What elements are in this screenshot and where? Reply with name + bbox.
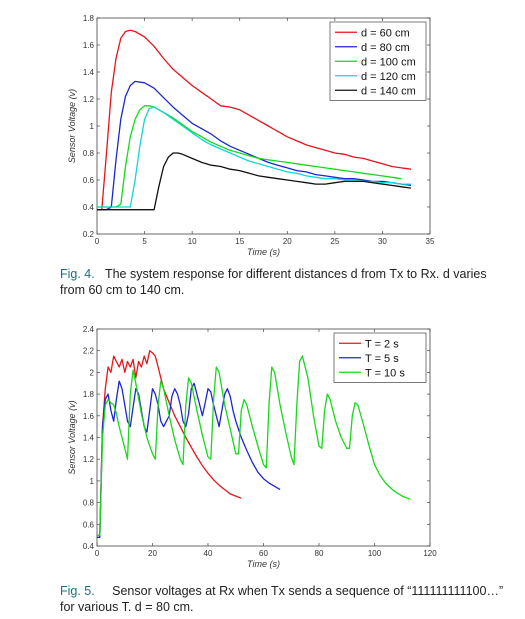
fig4-series-line-3 — [97, 105, 402, 208]
fig5-y-tick-label: 2.4 — [83, 325, 95, 334]
fig5-x-tick-label: 20 — [148, 549, 157, 558]
fig5-x-tick-label: 100 — [368, 549, 382, 558]
chart-fig5: 0 20 40 60 80 100 120 0.4 0.6 0.8 1 1.2 1.4 1.6 1.8 2 2.… — [67, 325, 437, 569]
fig5-x-tick-label: 60 — [259, 549, 268, 558]
caption-fig5-number: Fig. 5. — [60, 584, 95, 598]
fig4-series-line-4 — [97, 106, 411, 208]
fig5-y-tick-label: 1.2 — [83, 455, 95, 464]
fig4-legend-label-3: d = 100 cm — [361, 56, 416, 68]
fig5-legend-label-3: T = 10 s — [365, 367, 405, 379]
fig5-y-tick-label: 0.4 — [83, 542, 95, 551]
fig4-series-line-5 — [97, 152, 412, 211]
chart-fig4: 0 5 10 15 20 25 30 35 0.2 0.4 0.6 0.8 1 1.2 1.4 1.6 1.8 T… — [67, 14, 435, 257]
caption-fig4-number: Fig. 4. — [60, 267, 95, 281]
fig5-y-tick-label: 1.6 — [83, 412, 95, 421]
fig5-series-line-3 — [97, 355, 411, 536]
fig4-x-tick-label: 25 — [330, 237, 339, 246]
caption-fig4-text: The system response for different distan… — [60, 267, 487, 297]
fig4-x-tick-label: 0 — [95, 237, 100, 246]
fig4-legend-label-4: d = 120 cm — [361, 71, 416, 83]
fig4-series-line-2 — [97, 80, 412, 211]
fig4-y-axis-label: Sensor Voltage (v) — [67, 89, 77, 163]
fig4-y-tick-label: 0.4 — [83, 203, 95, 212]
fig5-y-tick-label: 0.8 — [83, 499, 95, 508]
fig5-legend-label-2: T = 5 s — [365, 353, 399, 365]
fig5-x-tick-label: 0 — [95, 549, 100, 558]
caption-fig4: Fig. 4. The system response for differen… — [60, 266, 515, 298]
fig4-x-tick-label: 5 — [142, 237, 147, 246]
fig4-y-tick-label: 1.6 — [83, 41, 95, 50]
fig5-y-tick-label: 2 — [90, 368, 95, 377]
fig4-x-tick-label: 35 — [426, 237, 435, 246]
fig4-x-tick-label: 30 — [378, 237, 387, 246]
fig5-y-tick-label: 1 — [90, 477, 95, 486]
fig4-x-tick-label: 20 — [283, 237, 292, 246]
fig5-y-tick-label: 0.6 — [83, 520, 95, 529]
fig4-y-tick-label: 1.4 — [83, 68, 95, 77]
fig4-y-tick-label: 0.6 — [83, 176, 95, 185]
fig5-series-line-2 — [97, 380, 281, 538]
fig5-series-line-1 — [97, 350, 242, 536]
fig4-y-tick-label: 1.2 — [83, 95, 95, 104]
fig4-x-tick-label: 10 — [188, 237, 197, 246]
fig4-legend-label-5: d = 140 cm — [361, 85, 416, 97]
fig5-x-tick-label: 120 — [423, 549, 437, 558]
fig4-y-tick-label: 0.8 — [83, 149, 95, 158]
fig5-x-tick-label: 40 — [204, 549, 213, 558]
caption-fig5: Fig. 5. Sensor voltages at Rx when Tx se… — [60, 583, 515, 615]
fig4-y-tick-label: 1 — [90, 122, 95, 131]
fig5-x-tick-label: 80 — [315, 549, 324, 558]
fig5-y-tick-label: 1.8 — [83, 390, 95, 399]
fig4-y-tick-label: 1.8 — [83, 14, 95, 23]
fig5-y-axis-label: Sensor Voltage (v) — [67, 400, 77, 474]
fig4-y-tick-label: 0.2 — [83, 230, 95, 239]
fig4-x-tick-label: 15 — [235, 237, 244, 246]
fig5-y-tick-label: 1.4 — [83, 434, 95, 443]
fig5-y-tick-label: 2.2 — [83, 347, 95, 356]
fig5-x-axis-label: Time (s) — [247, 559, 280, 569]
fig4-legend-label-1: d = 60 cm — [361, 27, 410, 39]
fig4-series-line-1 — [97, 29, 412, 211]
caption-fig5-text: Sensor voltages at Rx when Tx sends a se… — [60, 584, 504, 614]
fig4-legend-label-2: d = 80 cm — [361, 42, 410, 54]
fig5-legend-label-1: T = 2 s — [365, 338, 399, 350]
fig4-x-axis-label: Time (s) — [247, 247, 280, 257]
